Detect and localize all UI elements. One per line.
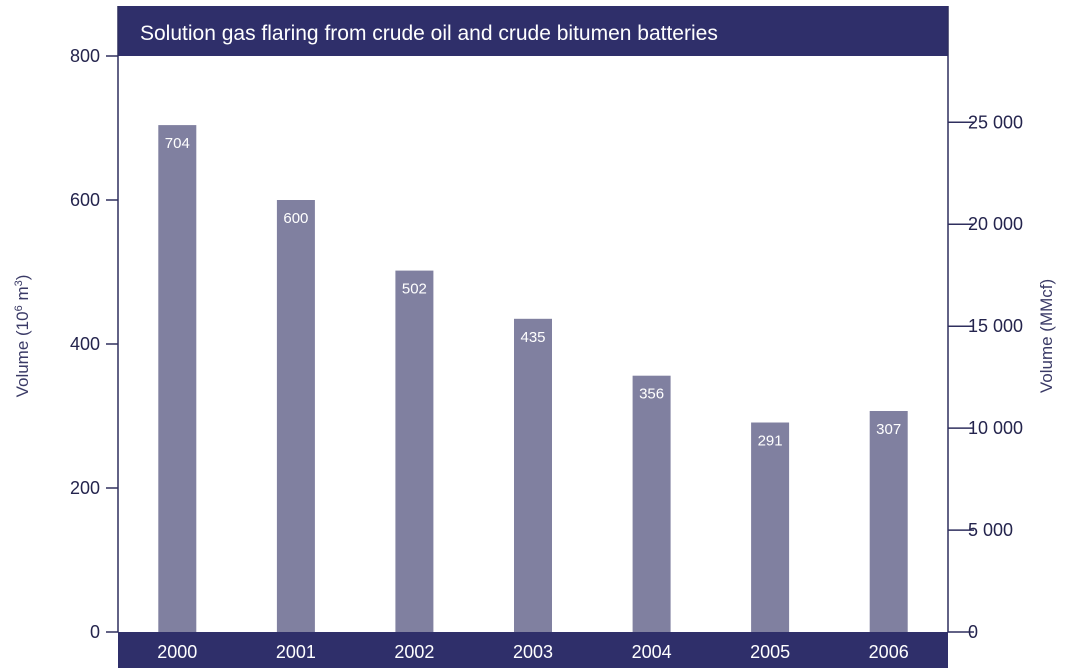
y2-tick-label: 5 000 (968, 520, 1013, 540)
bar-2001 (276, 200, 315, 632)
x-tick-label-2003: 2003 (513, 642, 553, 662)
y-axis-label-sup2: 3 (13, 280, 25, 286)
x-tick-label-2005: 2005 (750, 642, 790, 662)
data-label-2005: 291 (758, 433, 783, 450)
bars-layer: 704 600 502 435 356 291 307 (158, 125, 908, 632)
bar-2004 (632, 375, 671, 632)
x-tick-label-2000: 2000 (157, 642, 197, 662)
data-label-2000: 704 (165, 135, 190, 152)
bar-2003 (514, 318, 552, 632)
title-band (118, 6, 948, 56)
data-label-2002: 502 (402, 281, 427, 298)
bar-2005 (751, 422, 790, 632)
y-tick-label: 800 (70, 46, 100, 66)
right-ticks-layer: 0 5 000 10 000 15 000 20 000 25 000 (948, 112, 1023, 642)
y-axis-label-suffix: ) (13, 275, 32, 281)
y2-tick-label: 0 (968, 622, 978, 642)
x-tick-label-2004: 2004 (632, 642, 672, 662)
y-axis-label-mid: m (13, 286, 32, 305)
x-tick-label-2006: 2006 (869, 642, 909, 662)
y2-tick-label: 10 000 (968, 418, 1023, 438)
y-tick-label: 200 (70, 478, 100, 498)
bar-2002 (395, 270, 434, 632)
bar-2006 (869, 411, 908, 632)
y-tick-label: 600 (70, 190, 100, 210)
data-label-2006: 307 (876, 421, 901, 438)
bar-2000 (158, 125, 197, 632)
chart-title: Solution gas flaring from crude oil and … (140, 22, 718, 45)
y2-axis-label: Volume (MMcf) (1037, 279, 1056, 393)
y2-tick-label: 20 000 (968, 214, 1023, 234)
data-label-2004: 356 (639, 386, 664, 403)
x-tick-label-2002: 2002 (394, 642, 434, 662)
y-tick-label: 0 (90, 622, 100, 642)
y-axis-label-sup1: 6 (13, 305, 25, 311)
y-axis-label-prefix: Volume (10 (13, 311, 32, 397)
y-tick-label: 400 (70, 334, 100, 354)
y2-tick-label: 15 000 (968, 316, 1023, 336)
category-band (118, 632, 948, 668)
left-ticks-layer: 0 200 400 600 800 (70, 46, 118, 642)
y2-tick-label: 25 000 (968, 112, 1023, 132)
data-label-2003: 435 (520, 329, 545, 346)
y-axis-label: Volume (106 m3) (13, 275, 32, 398)
data-label-2001: 600 (283, 210, 308, 227)
x-tick-label-2001: 2001 (276, 642, 316, 662)
category-labels-layer: 2000 2001 2002 2003 2004 2005 2006 (157, 642, 908, 662)
